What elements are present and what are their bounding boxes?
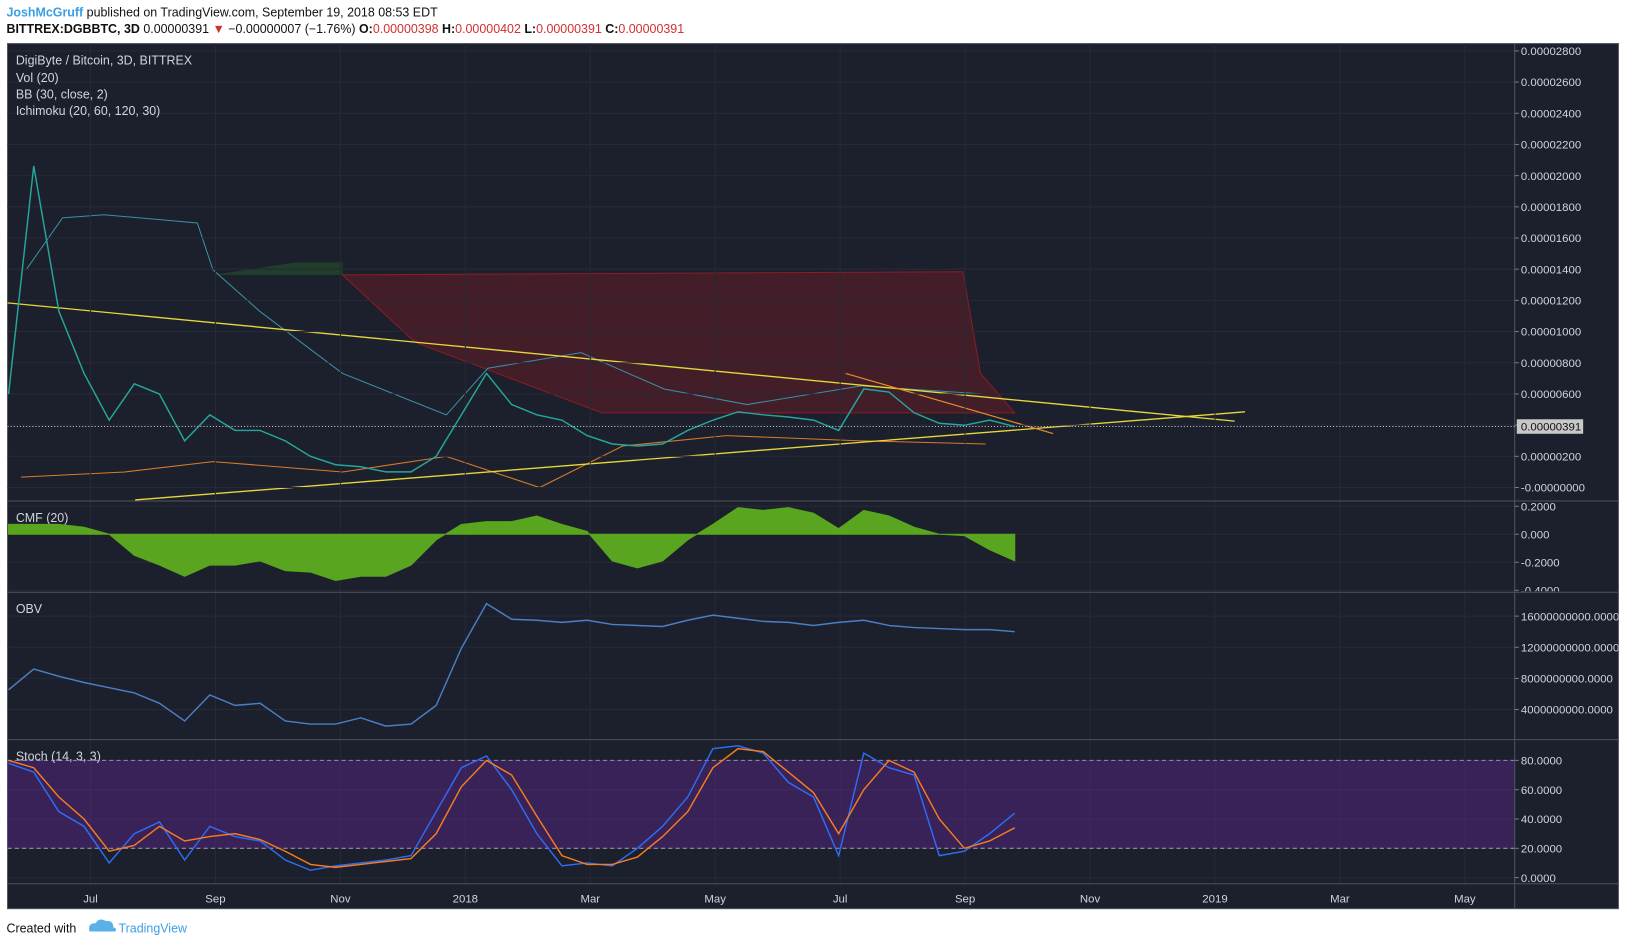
series-line <box>8 747 1016 869</box>
y-tick-label: 60.0000 <box>1521 785 1562 797</box>
y-tick-label: 12000000000.0000 <box>1521 642 1619 654</box>
footer-created: Created with <box>6 922 76 936</box>
y-tick-label: 0.00002800 <box>1521 46 1581 58</box>
x-tick-label: Nov <box>330 893 351 905</box>
pane-title: DigiByte / Bitcoin, 3D, BITTREX <box>16 53 193 67</box>
x-tick-label: Jul <box>833 893 848 905</box>
y-tick-label: 0.00001800 <box>1521 202 1581 214</box>
y-tick-label: 40.0000 <box>1521 814 1562 826</box>
x-tick-label: 2018 <box>453 893 478 905</box>
pane-title: Stoch (14, 3, 3) <box>16 749 101 763</box>
x-tick-label: Jul <box>83 893 98 905</box>
y-tick-label: 0.00002600 <box>1521 77 1581 89</box>
y-tick-label: 0.00000200 <box>1521 451 1581 463</box>
y-tick-label: 4000000000.0000 <box>1521 705 1613 717</box>
y-tick-label: 16000000000.0000 <box>1521 611 1619 623</box>
stoch-band <box>7 760 1515 849</box>
arrow: ▼ <box>213 22 225 36</box>
y-tick-label: 0.00001200 <box>1521 296 1581 308</box>
drawings <box>7 43 1515 884</box>
high: 0.00000402 <box>455 22 521 36</box>
y-tick-label: 0.00001400 <box>1521 264 1581 276</box>
y-tick-label: 0.00001600 <box>1521 233 1581 245</box>
low: 0.00000391 <box>536 22 602 36</box>
x-tick-label: Mar <box>1330 893 1350 905</box>
pane-title: OBV <box>16 602 43 616</box>
y-tick-label: 0.00002200 <box>1521 140 1581 152</box>
pane-title: CMF (20) <box>16 511 69 525</box>
y-tick-label: 0.00000800 <box>1521 358 1581 370</box>
change: −0.00000007 (−1.76%) <box>228 22 355 36</box>
y-tick-label: 0.00002000 <box>1521 171 1581 183</box>
indicator-label: BB (30, close, 2) <box>16 88 108 102</box>
low-label: L: <box>524 22 536 36</box>
close-label: C: <box>605 22 618 36</box>
y-tick-label: 0.00001000 <box>1521 327 1581 339</box>
series-line <box>7 165 1015 473</box>
published: published on TradingView.com, September … <box>87 6 438 20</box>
y-tick-label: -0.00000000 <box>1521 483 1585 495</box>
open: 0.00000398 <box>373 22 439 36</box>
series-line <box>8 745 1016 872</box>
x-tick-label: Sep <box>955 893 975 905</box>
high-label: H: <box>442 22 455 36</box>
y-tick-label: 0.0000 <box>1521 873 1556 885</box>
y-tick-label: 8000000000.0000 <box>1521 674 1613 686</box>
y-tick-label: 80.0000 <box>1521 756 1562 768</box>
x-tick-label: Sep <box>205 893 225 905</box>
author[interactable]: JoshMcGruff <box>6 6 84 20</box>
y-tick-label: 0.000 <box>1521 529 1550 541</box>
y-tick-label: -0.4000 <box>1521 585 1560 597</box>
x-tick-label: Mar <box>580 893 600 905</box>
series-area <box>8 507 1016 581</box>
y-tick-label: 0.00000600 <box>1521 389 1581 401</box>
x-tick-label: May <box>1454 893 1476 905</box>
close: 0.00000391 <box>618 22 684 36</box>
y-tick-label: 20.0000 <box>1521 843 1562 855</box>
last-price-box <box>1516 419 1584 434</box>
trend-line <box>845 372 1054 435</box>
price: 0.00000391 <box>143 22 209 36</box>
ichimoku-cloud-green <box>212 262 343 275</box>
x-tick-label: Nov <box>1080 893 1101 905</box>
chart-background <box>7 43 1619 910</box>
trend-line <box>7 302 1235 422</box>
open-label: O: <box>359 22 373 36</box>
y-tick-label: 0.2000 <box>1521 501 1556 513</box>
y-tick-label: -0.2000 <box>1521 557 1560 569</box>
y-tick-label: 0.00002400 <box>1521 108 1581 120</box>
indicator-label: Vol (20) <box>16 71 59 85</box>
x-tick-label: 2019 <box>1202 893 1227 905</box>
x-tick-label: May <box>704 893 726 905</box>
symbol: BITTREX:DGBBTC, 3D <box>6 22 139 36</box>
indicator-label: Ichimoku (20, 60, 120, 30) <box>16 104 161 118</box>
header-line-2: BITTREX:DGBBTC, 3D 0.00000391 ▼ −0.00000… <box>6 22 684 36</box>
header-line-1: JoshMcGruff published on TradingView.com… <box>6 6 438 20</box>
tradingview-logo[interactable] <box>89 919 117 932</box>
footer-brand[interactable]: TradingView <box>119 922 188 936</box>
last-price-label: 0.00000391 <box>1521 422 1581 434</box>
series-line <box>8 602 1015 727</box>
